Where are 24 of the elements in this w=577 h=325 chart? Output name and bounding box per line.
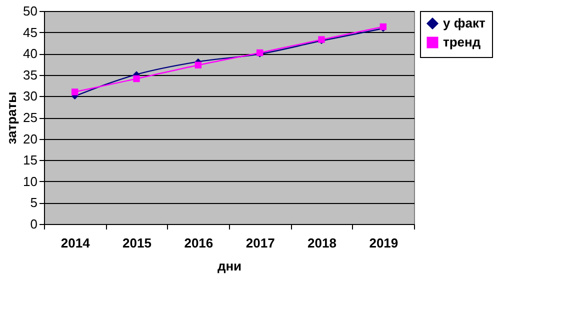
legend-label: у факт	[443, 16, 486, 30]
y-tick-label: 0	[30, 216, 38, 232]
x-tick-label: 2016	[184, 236, 214, 250]
y-tick-label: 50	[23, 4, 38, 18]
point	[194, 62, 202, 68]
x-tick-label: 2014	[60, 236, 91, 250]
y-tick-label: 35	[23, 67, 38, 82]
y-tick-label: 40	[23, 46, 38, 62]
x-tick-label: 2017	[246, 236, 275, 250]
y-tick-label: 30	[23, 88, 38, 104]
y-tick-label: 45	[23, 24, 38, 40]
y-tick-label: 15	[23, 152, 38, 168]
x-tick-label: 2015	[122, 236, 152, 250]
y-tick-label: 5	[30, 195, 38, 210]
point	[133, 75, 140, 82]
y-axis-title: затраты	[4, 92, 20, 144]
y-tick-label: 25	[23, 110, 38, 125]
x-tick-label: 2018	[308, 236, 336, 250]
legend-label: тренд	[443, 34, 482, 50]
x-axis-title: дни	[217, 258, 242, 274]
y-tick-label: 10	[23, 174, 38, 189]
point	[71, 88, 78, 96]
y-tick-label: 20	[23, 131, 38, 146]
x-tick-label: 2019	[369, 236, 398, 250]
